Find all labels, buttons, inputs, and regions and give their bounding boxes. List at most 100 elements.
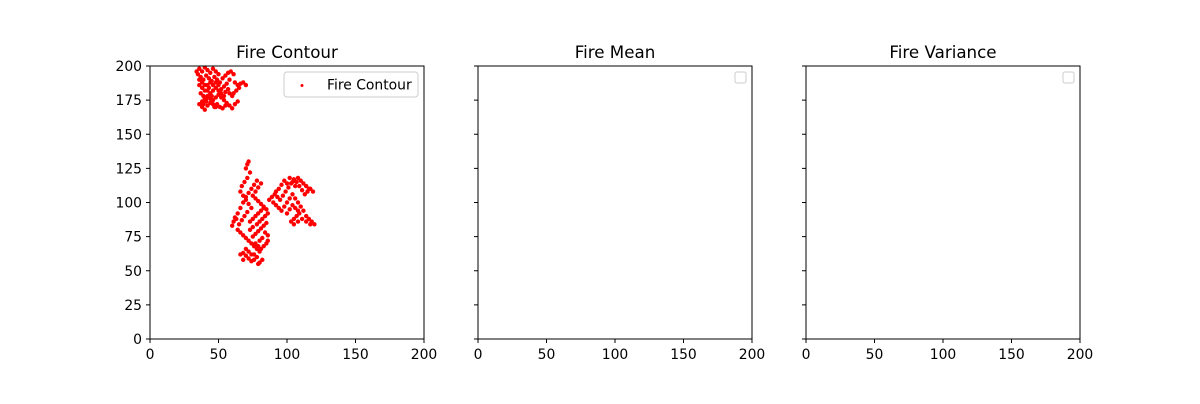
data-point [236, 222, 242, 227]
fire-mean-xtick-label: 0 [474, 347, 483, 363]
data-point [249, 205, 254, 211]
data-point [287, 175, 292, 181]
fire-variance-xtick-label: 200 [1067, 347, 1094, 363]
data-point [246, 249, 251, 254]
data-point [286, 185, 291, 190]
data-point [295, 219, 301, 224]
fire-contour-legend-label: Fire Contour [327, 78, 412, 94]
data-point [239, 183, 245, 189]
data-point [301, 181, 306, 186]
data-point [257, 238, 262, 243]
data-point [299, 188, 305, 193]
data-point [294, 213, 299, 219]
data-point [273, 203, 279, 208]
data-point [283, 189, 288, 194]
fire-contour-legend: Fire Contour [283, 71, 419, 98]
data-point [243, 235, 249, 241]
data-point [208, 70, 213, 76]
data-point [254, 254, 260, 260]
data-point [238, 230, 243, 235]
data-point [247, 219, 253, 224]
fire-contour-panel: Fire Contour 0 50 100 150 200 0 25 50 75 100 125 150… [115, 42, 437, 363]
data-point [243, 246, 249, 252]
data-point [221, 84, 227, 89]
data-point [205, 88, 210, 93]
data-point [284, 181, 290, 186]
data-point [284, 200, 290, 205]
data-point [295, 208, 301, 213]
data-point [261, 205, 266, 211]
data-point [247, 170, 253, 175]
data-point [290, 203, 295, 208]
data-point [290, 192, 295, 197]
data-point [245, 209, 250, 215]
data-point [221, 93, 227, 99]
data-point [213, 95, 219, 100]
data-point [308, 222, 313, 227]
data-point [235, 227, 240, 233]
fire-variance-xtick-label: 0 [802, 347, 811, 363]
fire-contour-ytick-label: 200 [115, 59, 142, 75]
data-point [306, 216, 312, 222]
data-point [241, 80, 246, 85]
data-point [216, 82, 221, 88]
fire-contour-xtick-label: 0 [146, 347, 155, 363]
fire-contour-points [194, 66, 317, 267]
fire-contour-xtick-label: 150 [342, 347, 369, 363]
data-point [213, 104, 219, 110]
data-point [197, 66, 202, 71]
data-point [249, 252, 254, 257]
fire-mean-xtick-label: 200 [739, 347, 766, 363]
fire-contour-legend-box [283, 71, 419, 98]
fire-contour-xtick-label: 200 [411, 347, 438, 363]
data-point [228, 69, 234, 74]
data-point [239, 218, 245, 223]
data-point [210, 101, 216, 107]
data-point [243, 253, 249, 258]
data-point [250, 234, 256, 239]
fire-contour-title: Fire Contour [236, 42, 338, 62]
data-point [235, 99, 240, 104]
data-point [245, 175, 250, 181]
data-point [269, 194, 275, 200]
data-point [216, 71, 221, 77]
data-point [241, 257, 246, 262]
fire-contour-ytick-label: 75 [124, 230, 142, 246]
data-point [231, 219, 236, 224]
data-point [230, 106, 235, 111]
data-point [271, 200, 276, 205]
data-point [234, 88, 239, 93]
data-point [256, 198, 261, 204]
data-point [201, 101, 206, 107]
fire-contour-ytick-label: 25 [124, 298, 142, 314]
data-point [202, 82, 208, 88]
data-point [260, 257, 265, 262]
data-point [213, 80, 219, 85]
data-point [294, 179, 299, 185]
fire-variance-title: Fire Variance [889, 42, 996, 62]
data-point [298, 204, 303, 209]
data-point [253, 196, 258, 201]
data-point [246, 256, 251, 261]
data-point [223, 89, 228, 95]
data-point [198, 91, 203, 96]
data-point [242, 179, 247, 185]
data-point [210, 88, 216, 93]
data-point [223, 73, 228, 78]
data-point [261, 244, 266, 249]
data-point [243, 166, 249, 171]
data-point [242, 213, 247, 219]
fire-variance-legend [1062, 71, 1075, 84]
data-point [282, 178, 287, 183]
data-point [280, 193, 286, 198]
data-point [232, 215, 238, 220]
data-point [243, 194, 249, 200]
data-point [258, 208, 264, 213]
data-point [256, 244, 261, 249]
fire-contour-ytick-label: 100 [115, 196, 142, 212]
data-point [253, 241, 258, 246]
data-point [260, 216, 265, 222]
data-point [254, 178, 260, 183]
fire-mean-title: Fire Mean [575, 42, 656, 62]
